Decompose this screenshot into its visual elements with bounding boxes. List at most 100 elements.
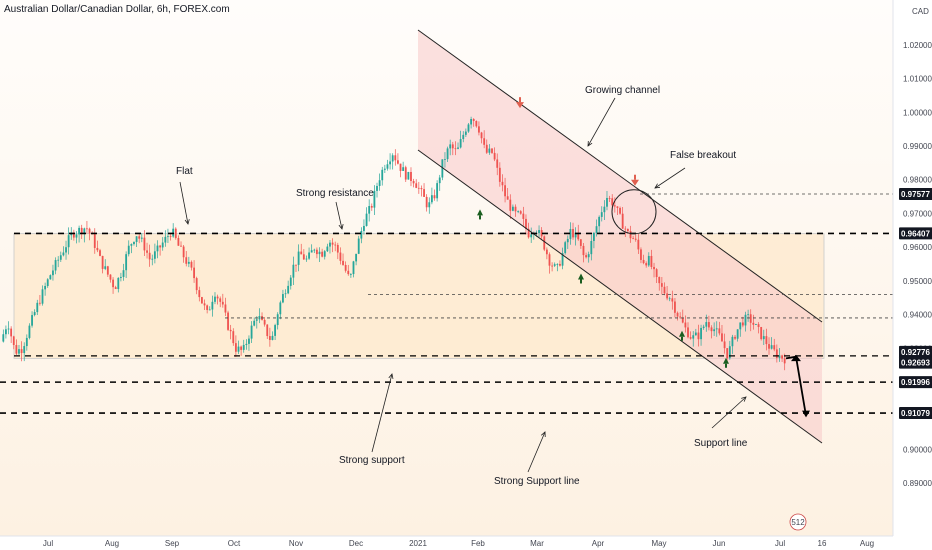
candle-body xyxy=(104,266,107,269)
candle-body xyxy=(514,206,517,212)
candle-body xyxy=(423,189,425,197)
candle-body xyxy=(2,334,5,342)
candle-body xyxy=(114,287,117,290)
candle-body xyxy=(201,297,203,304)
candle-body xyxy=(760,327,763,340)
candle-body xyxy=(381,169,384,181)
candle-body xyxy=(773,345,776,350)
candle-body xyxy=(135,236,138,242)
candle-body xyxy=(603,206,606,213)
candle-body xyxy=(174,228,177,239)
candle-body xyxy=(410,171,412,182)
candle-body xyxy=(449,144,452,149)
candle-body xyxy=(75,234,78,238)
candle-body xyxy=(731,336,734,347)
candle-body xyxy=(54,260,57,271)
candle-body xyxy=(127,245,130,255)
candle-body xyxy=(587,254,590,258)
candle-body xyxy=(402,167,405,171)
candle-body xyxy=(133,241,135,245)
candle-body xyxy=(428,202,431,208)
event-badge-label: 512 xyxy=(791,518,805,527)
strong-support-pointer-head xyxy=(388,373,394,379)
y-tick-label: 1.00000 xyxy=(903,108,932,117)
candle-body xyxy=(700,327,702,340)
y-tick-label: 0.97000 xyxy=(903,209,932,218)
candle-body xyxy=(203,303,206,306)
candle-body xyxy=(344,264,347,271)
candle-body xyxy=(697,332,700,340)
candle-body xyxy=(329,242,331,247)
up-arrow-marker xyxy=(723,357,729,364)
candle-body xyxy=(386,164,389,169)
candle-body xyxy=(36,302,39,313)
x-tick-label: Nov xyxy=(289,539,303,548)
candle-body xyxy=(274,325,277,336)
chart-title: Australian Dollar/Canadian Dollar, 6h, F… xyxy=(4,4,230,15)
candle-body xyxy=(237,346,240,352)
price-label-box xyxy=(899,345,932,358)
candle-body xyxy=(67,235,70,248)
candle-body xyxy=(349,274,352,275)
price-label: 0.96407 xyxy=(901,229,930,238)
strong-support-line-pointer xyxy=(527,431,546,473)
candle-body xyxy=(167,236,169,238)
candle-body xyxy=(234,343,237,352)
flat-pointer xyxy=(179,181,189,225)
candle-body xyxy=(488,148,491,153)
candle-body xyxy=(579,239,582,246)
candle-body xyxy=(5,329,7,335)
candle-body xyxy=(295,264,297,266)
candle-body xyxy=(193,267,195,279)
candle-body xyxy=(705,322,708,327)
candle-body xyxy=(339,252,342,261)
candle-body xyxy=(561,253,564,266)
candle-body xyxy=(624,228,627,230)
candle-body xyxy=(146,250,148,253)
candle-body xyxy=(574,232,577,238)
candle-body xyxy=(564,242,567,254)
candle-body xyxy=(734,336,736,339)
candle-body xyxy=(138,236,141,239)
candle-body xyxy=(198,290,201,298)
candle-body xyxy=(308,252,310,259)
candle-body xyxy=(519,211,522,214)
growing-channel-pointer xyxy=(587,97,616,147)
candle-body xyxy=(161,242,164,248)
candle-body xyxy=(723,341,726,349)
candle-body xyxy=(702,326,705,328)
flat-pointer-head xyxy=(184,219,190,225)
candle-body xyxy=(96,247,99,251)
candle-body xyxy=(52,270,54,276)
candle-body xyxy=(728,346,731,359)
candle-body xyxy=(151,258,154,260)
annotation-label: Strong resistance xyxy=(296,188,374,199)
candle-body xyxy=(363,225,365,231)
candle-body xyxy=(525,218,527,229)
candle-body xyxy=(156,245,159,252)
event-badge xyxy=(789,513,807,531)
x-tick-label: Aug xyxy=(860,539,874,548)
candle-body xyxy=(608,197,611,199)
support-line-pointer-head xyxy=(741,396,747,402)
candle-body xyxy=(412,181,415,184)
candle-body xyxy=(279,302,282,315)
candle-body xyxy=(119,276,122,278)
candle-body xyxy=(49,275,52,280)
annotation-label: Strong support xyxy=(339,455,405,466)
candle-body xyxy=(122,270,125,277)
candle-body xyxy=(736,329,739,339)
candle-body xyxy=(352,261,355,275)
candle-body xyxy=(263,319,266,325)
candle-body xyxy=(318,251,321,255)
candle-body xyxy=(336,244,339,253)
channel-upper-line xyxy=(417,29,823,323)
candle-body xyxy=(159,245,162,248)
candle-body xyxy=(611,198,614,206)
candle-body xyxy=(93,234,96,248)
candle-body xyxy=(253,320,256,326)
candle-body xyxy=(679,316,682,318)
candle-body xyxy=(768,344,770,349)
candle-body xyxy=(457,147,459,149)
